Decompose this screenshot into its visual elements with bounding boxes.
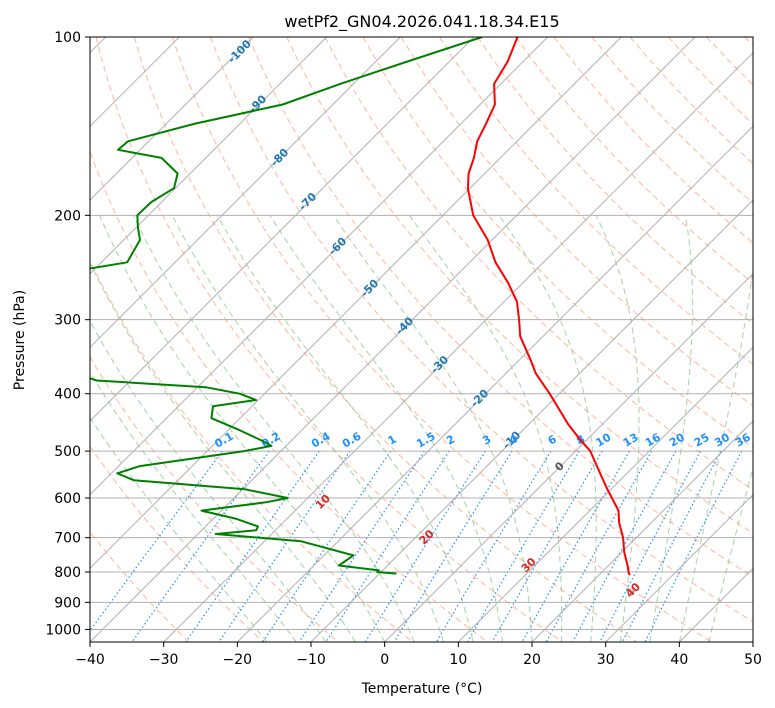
isotherm-line bbox=[90, 37, 401, 349]
y-axis-label: Pressure (hPa) bbox=[12, 290, 28, 390]
isotherm-line bbox=[457, 346, 753, 642]
y-tick-label: 600 bbox=[54, 491, 81, 507]
plot-background bbox=[90, 37, 753, 642]
isotherm-line bbox=[90, 37, 696, 642]
mixing-ratio-line bbox=[491, 450, 603, 642]
x-tick-label: −10 bbox=[296, 652, 326, 668]
y-tick-label: 200 bbox=[54, 208, 81, 224]
dry-adiabat bbox=[95, 37, 563, 642]
moist-adiabat bbox=[90, 416, 268, 642]
x-axis-label: Temperature (°C) bbox=[361, 681, 483, 697]
moist-adiabat bbox=[408, 214, 563, 642]
isotherm-line bbox=[163, 51, 753, 642]
y-axis-ticks: 100 200 300 400 500 600 700 800 900 1000 bbox=[45, 30, 90, 638]
x-tick-label: −20 bbox=[223, 652, 253, 668]
x-tick-label: 50 bbox=[744, 652, 762, 668]
mixing-ratio-line bbox=[621, 450, 722, 642]
moist-adiabat bbox=[90, 370, 297, 642]
isotherm-line bbox=[531, 420, 753, 642]
x-tick-label: −40 bbox=[75, 652, 105, 668]
moist-adiabat bbox=[90, 261, 356, 642]
y-tick-label: 800 bbox=[54, 565, 81, 581]
y-tick-label: 900 bbox=[54, 595, 81, 611]
y-tick-label: 400 bbox=[54, 387, 81, 403]
moist-adiabat bbox=[269, 215, 504, 642]
moist-adiabat bbox=[90, 320, 327, 642]
mixing-ratio-labels: 0.1 0.2 0.4 0.6 1 1.5 2 3 4 6 8 10 13 16 20 25 30 36 bbox=[212, 429, 753, 450]
y-tick-label: 1000 bbox=[45, 622, 81, 638]
temperature-profile bbox=[466, 37, 631, 576]
isotherm-line bbox=[384, 272, 753, 642]
dry-adiabat bbox=[438, 37, 753, 366]
x-tick-label: 10 bbox=[449, 652, 467, 668]
isotherm-line bbox=[90, 37, 549, 496]
x-tick-label: 0 bbox=[380, 652, 389, 668]
moist-adiabat bbox=[216, 215, 474, 642]
x-axis-ticks: −40 −30 −20 −10 0 10 20 30 40 50 bbox=[75, 642, 762, 668]
mixing-ratio-line bbox=[185, 450, 320, 642]
dry-adiabat bbox=[477, 37, 753, 325]
x-tick-label: 20 bbox=[523, 652, 541, 668]
mixing-ratio-line bbox=[521, 450, 631, 642]
moist-adiabat bbox=[498, 214, 597, 642]
mixing-ratio-line bbox=[298, 450, 425, 642]
y-tick-label: 700 bbox=[54, 531, 81, 547]
mixing-ratio-line bbox=[262, 450, 392, 642]
x-tick-label: 30 bbox=[597, 652, 615, 668]
moist-adiabat bbox=[171, 215, 445, 642]
moist-adiabat bbox=[595, 215, 640, 642]
moist-adiabat bbox=[678, 264, 753, 642]
dry-adiabat bbox=[90, 356, 339, 642]
mixing-ratio-line bbox=[572, 450, 677, 642]
moist-adiabat bbox=[99, 215, 386, 642]
y-tick-label: 500 bbox=[54, 444, 81, 460]
mixing-ratio-line bbox=[545, 450, 653, 642]
mixing-ratio-line bbox=[90, 450, 223, 632]
mixing-ratio-line bbox=[599, 450, 702, 642]
dewpoint-profile bbox=[90, 37, 483, 575]
x-tick-label: 40 bbox=[670, 652, 688, 668]
pressure-gridlines bbox=[90, 37, 753, 630]
mixing-ratio-line bbox=[644, 450, 743, 642]
isotherm-line bbox=[605, 493, 753, 642]
isotherm-line bbox=[90, 37, 475, 422]
moist-adiabat bbox=[332, 214, 533, 642]
dry-adiabat bbox=[324, 37, 753, 491]
dry-adiabat bbox=[90, 150, 488, 642]
isotherm-line bbox=[90, 37, 622, 570]
moist-adiabat bbox=[133, 215, 415, 642]
y-tick-label: 300 bbox=[54, 313, 81, 329]
background-lines bbox=[90, 37, 753, 642]
isotherm-line bbox=[236, 125, 753, 642]
isotherm-line bbox=[752, 641, 753, 642]
dry-adiabat bbox=[90, 445, 264, 642]
y-tick-label: 100 bbox=[54, 30, 81, 46]
dry-adiabat bbox=[209, 37, 753, 623]
isotherm-line bbox=[310, 199, 753, 642]
mixing-ratio-line bbox=[218, 450, 351, 642]
isotherm-line bbox=[90, 37, 254, 201]
chart-title: wetPf2_GN04.2026.041.18.34.E15 bbox=[284, 12, 559, 32]
dry-adiabat bbox=[133, 37, 638, 642]
moist-adiabat bbox=[649, 215, 694, 642]
plot-frame bbox=[89, 36, 754, 643]
sounding-series bbox=[90, 37, 631, 576]
x-tick-label: −30 bbox=[149, 652, 179, 668]
isotherm-line bbox=[90, 37, 328, 275]
dry-adiabat bbox=[248, 37, 753, 578]
